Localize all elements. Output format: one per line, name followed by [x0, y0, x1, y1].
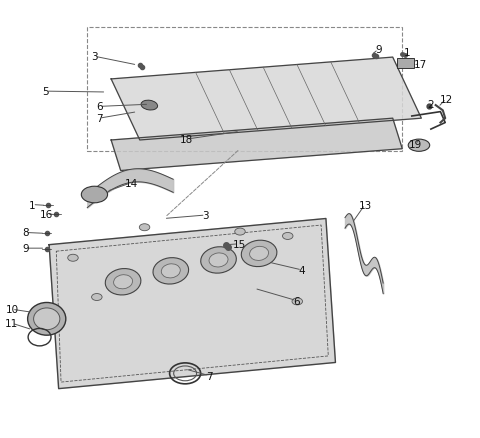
- Ellipse shape: [161, 264, 180, 278]
- Text: 6: 6: [293, 296, 300, 306]
- Text: 8: 8: [22, 228, 29, 238]
- Text: 18: 18: [180, 135, 193, 145]
- Text: 7: 7: [205, 371, 212, 381]
- Text: 3: 3: [91, 52, 98, 62]
- Ellipse shape: [34, 308, 60, 330]
- Text: 15: 15: [232, 239, 246, 249]
- Text: 14: 14: [125, 178, 138, 188]
- Bar: [87, 28, 402, 152]
- Text: 2: 2: [428, 99, 434, 110]
- Text: 3: 3: [203, 211, 209, 220]
- Polygon shape: [111, 119, 402, 171]
- Ellipse shape: [81, 187, 108, 203]
- Polygon shape: [49, 219, 336, 389]
- Polygon shape: [111, 58, 421, 141]
- Ellipse shape: [139, 224, 150, 231]
- Ellipse shape: [92, 294, 102, 301]
- Text: 11: 11: [5, 318, 19, 328]
- Ellipse shape: [28, 303, 66, 336]
- Text: 1: 1: [404, 48, 410, 58]
- Text: 10: 10: [5, 304, 18, 314]
- Ellipse shape: [105, 269, 141, 295]
- Text: 19: 19: [409, 140, 422, 150]
- Ellipse shape: [209, 253, 228, 267]
- Text: 5: 5: [42, 87, 49, 97]
- Text: 13: 13: [359, 200, 372, 210]
- Ellipse shape: [292, 298, 302, 305]
- Ellipse shape: [141, 101, 157, 111]
- Ellipse shape: [408, 140, 430, 152]
- Text: 1: 1: [29, 200, 36, 210]
- Ellipse shape: [201, 247, 236, 273]
- Text: 9: 9: [22, 244, 29, 254]
- Ellipse shape: [68, 254, 78, 261]
- Text: 7: 7: [96, 114, 103, 124]
- Text: 12: 12: [440, 94, 453, 104]
- Ellipse shape: [114, 275, 132, 289]
- Ellipse shape: [235, 229, 245, 236]
- Text: 9: 9: [375, 45, 382, 55]
- Ellipse shape: [282, 233, 293, 240]
- Ellipse shape: [153, 258, 189, 284]
- Text: 4: 4: [299, 265, 305, 276]
- Text: 6: 6: [96, 102, 103, 112]
- Ellipse shape: [250, 247, 269, 261]
- Text: 16: 16: [40, 210, 53, 219]
- Bar: [397, 59, 414, 69]
- Text: 17: 17: [414, 60, 427, 70]
- Ellipse shape: [241, 240, 277, 267]
